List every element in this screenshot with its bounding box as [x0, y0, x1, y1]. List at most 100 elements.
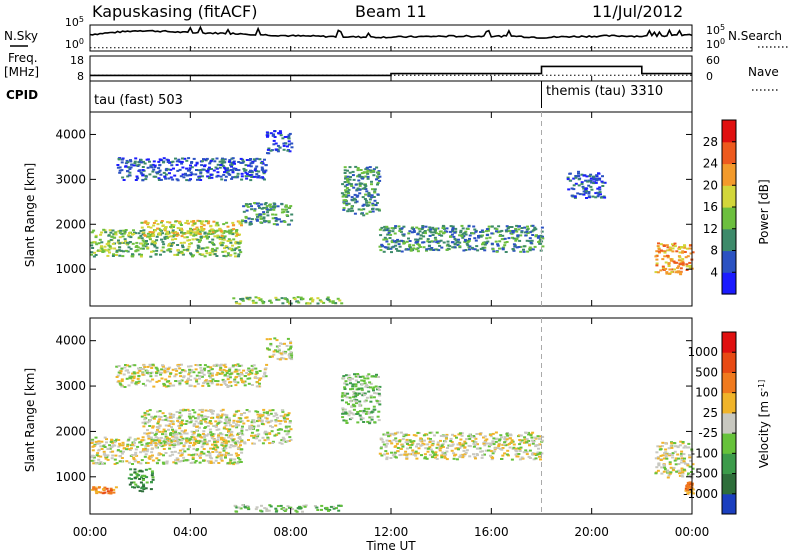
- power-cell: [253, 169, 257, 172]
- power-cell: [140, 172, 144, 175]
- velocity-cell: [500, 436, 503, 439]
- velocity-cell: [234, 364, 237, 366]
- power-cell: [589, 185, 593, 188]
- velocity-cell: [226, 462, 230, 465]
- power-cell: [399, 230, 403, 233]
- velocity-cell: [257, 433, 261, 436]
- power-cell: [668, 272, 672, 275]
- power-cell: [190, 220, 193, 223]
- power-cell: [331, 300, 335, 303]
- velocity-cell: [154, 436, 158, 439]
- velocity-cell: [225, 434, 229, 437]
- velocity-cell: [159, 371, 163, 374]
- velocity-cell: [361, 392, 365, 395]
- velocity-cell: [684, 487, 688, 490]
- velocity-cell: [503, 452, 507, 455]
- power-cell: [370, 180, 373, 183]
- power-cell: [512, 249, 516, 252]
- velocity-cell: [171, 453, 175, 456]
- velocity-cell: [237, 369, 241, 372]
- velocity-cell: [356, 421, 360, 424]
- power-cell: [448, 245, 452, 248]
- power-cell: [373, 188, 377, 191]
- power-cell: [343, 181, 347, 183]
- power-cell: [248, 171, 252, 173]
- velocity-cell: [159, 373, 163, 376]
- power-cell: [151, 240, 155, 243]
- velocity-cell: [109, 489, 113, 492]
- velocity-cell: [394, 437, 398, 440]
- velocity-cell: [510, 458, 514, 461]
- velocity-cell: [418, 439, 422, 442]
- power-cell: [125, 249, 128, 252]
- power-cell: [106, 242, 110, 245]
- power-cell: [345, 202, 349, 205]
- power-cell: [269, 301, 273, 304]
- power-cell: [236, 172, 240, 175]
- velocity-cell: [143, 455, 147, 458]
- power-cell: [348, 178, 352, 181]
- power-cell: [248, 223, 252, 226]
- velocity-cell: [272, 415, 276, 418]
- power-cell: [354, 183, 358, 186]
- power-cell: [272, 143, 276, 146]
- velocity-cell: [141, 475, 145, 478]
- velocity-cell: [536, 444, 540, 447]
- power-cell: [238, 302, 242, 305]
- velocity-cell: [386, 433, 390, 436]
- power-cell: [205, 252, 209, 255]
- velocity-cell: [441, 452, 445, 455]
- velocity-cell: [210, 437, 214, 440]
- velocity-cell: [348, 396, 352, 399]
- power-cell: [367, 204, 371, 207]
- velocity-cell: [256, 381, 260, 384]
- velocity-cell: [221, 378, 225, 381]
- velocity-cell: [353, 405, 357, 408]
- power-cell: [149, 164, 153, 167]
- velocity-cell: [163, 415, 167, 417]
- velocity-cell: [236, 454, 240, 456]
- velocity-cell: [290, 354, 294, 357]
- power-cell: [135, 164, 138, 167]
- velocity-cell: [166, 385, 170, 388]
- velocity-cell: [233, 425, 237, 428]
- power-cell: [454, 239, 458, 242]
- power-cell: [474, 239, 478, 242]
- power-cell: [257, 170, 261, 173]
- power-cell: [416, 250, 420, 253]
- power-cell: [355, 195, 359, 198]
- velocity-cell: [168, 416, 172, 419]
- velocity-cell: [443, 452, 447, 455]
- power-cell: [448, 230, 452, 233]
- velocity-cell: [146, 365, 150, 368]
- velocity-cell: [430, 444, 434, 447]
- power-cell: [468, 234, 472, 237]
- velocity-cell: [148, 425, 152, 427]
- velocity-cell: [238, 436, 242, 438]
- velocity-cell: [428, 446, 432, 449]
- power-cell: [118, 254, 122, 257]
- power-cell: [129, 159, 132, 162]
- beam-title: Beam 11: [355, 2, 427, 21]
- power-cell: [424, 225, 428, 228]
- power-cell: [277, 218, 281, 221]
- power-cell: [464, 240, 468, 243]
- power-cell: [233, 162, 236, 165]
- power-cell: [202, 235, 206, 238]
- velocity-cell: [149, 444, 153, 446]
- power-cell: [191, 238, 195, 241]
- velocity-cell: [506, 449, 510, 452]
- velocity-cell: [375, 373, 378, 376]
- power-cell: [365, 190, 369, 193]
- power-cell: [100, 231, 104, 234]
- power-cell: [146, 232, 150, 235]
- velocity-cell: [220, 437, 224, 439]
- velocity-cell: [263, 507, 267, 510]
- power-cell: [208, 230, 212, 232]
- power-cell: [325, 298, 329, 301]
- power-cell: [297, 301, 301, 304]
- power-cell: [250, 173, 254, 176]
- power-cell: [600, 196, 603, 199]
- velocity-cell: [92, 445, 96, 448]
- velocity-cell: [366, 377, 370, 380]
